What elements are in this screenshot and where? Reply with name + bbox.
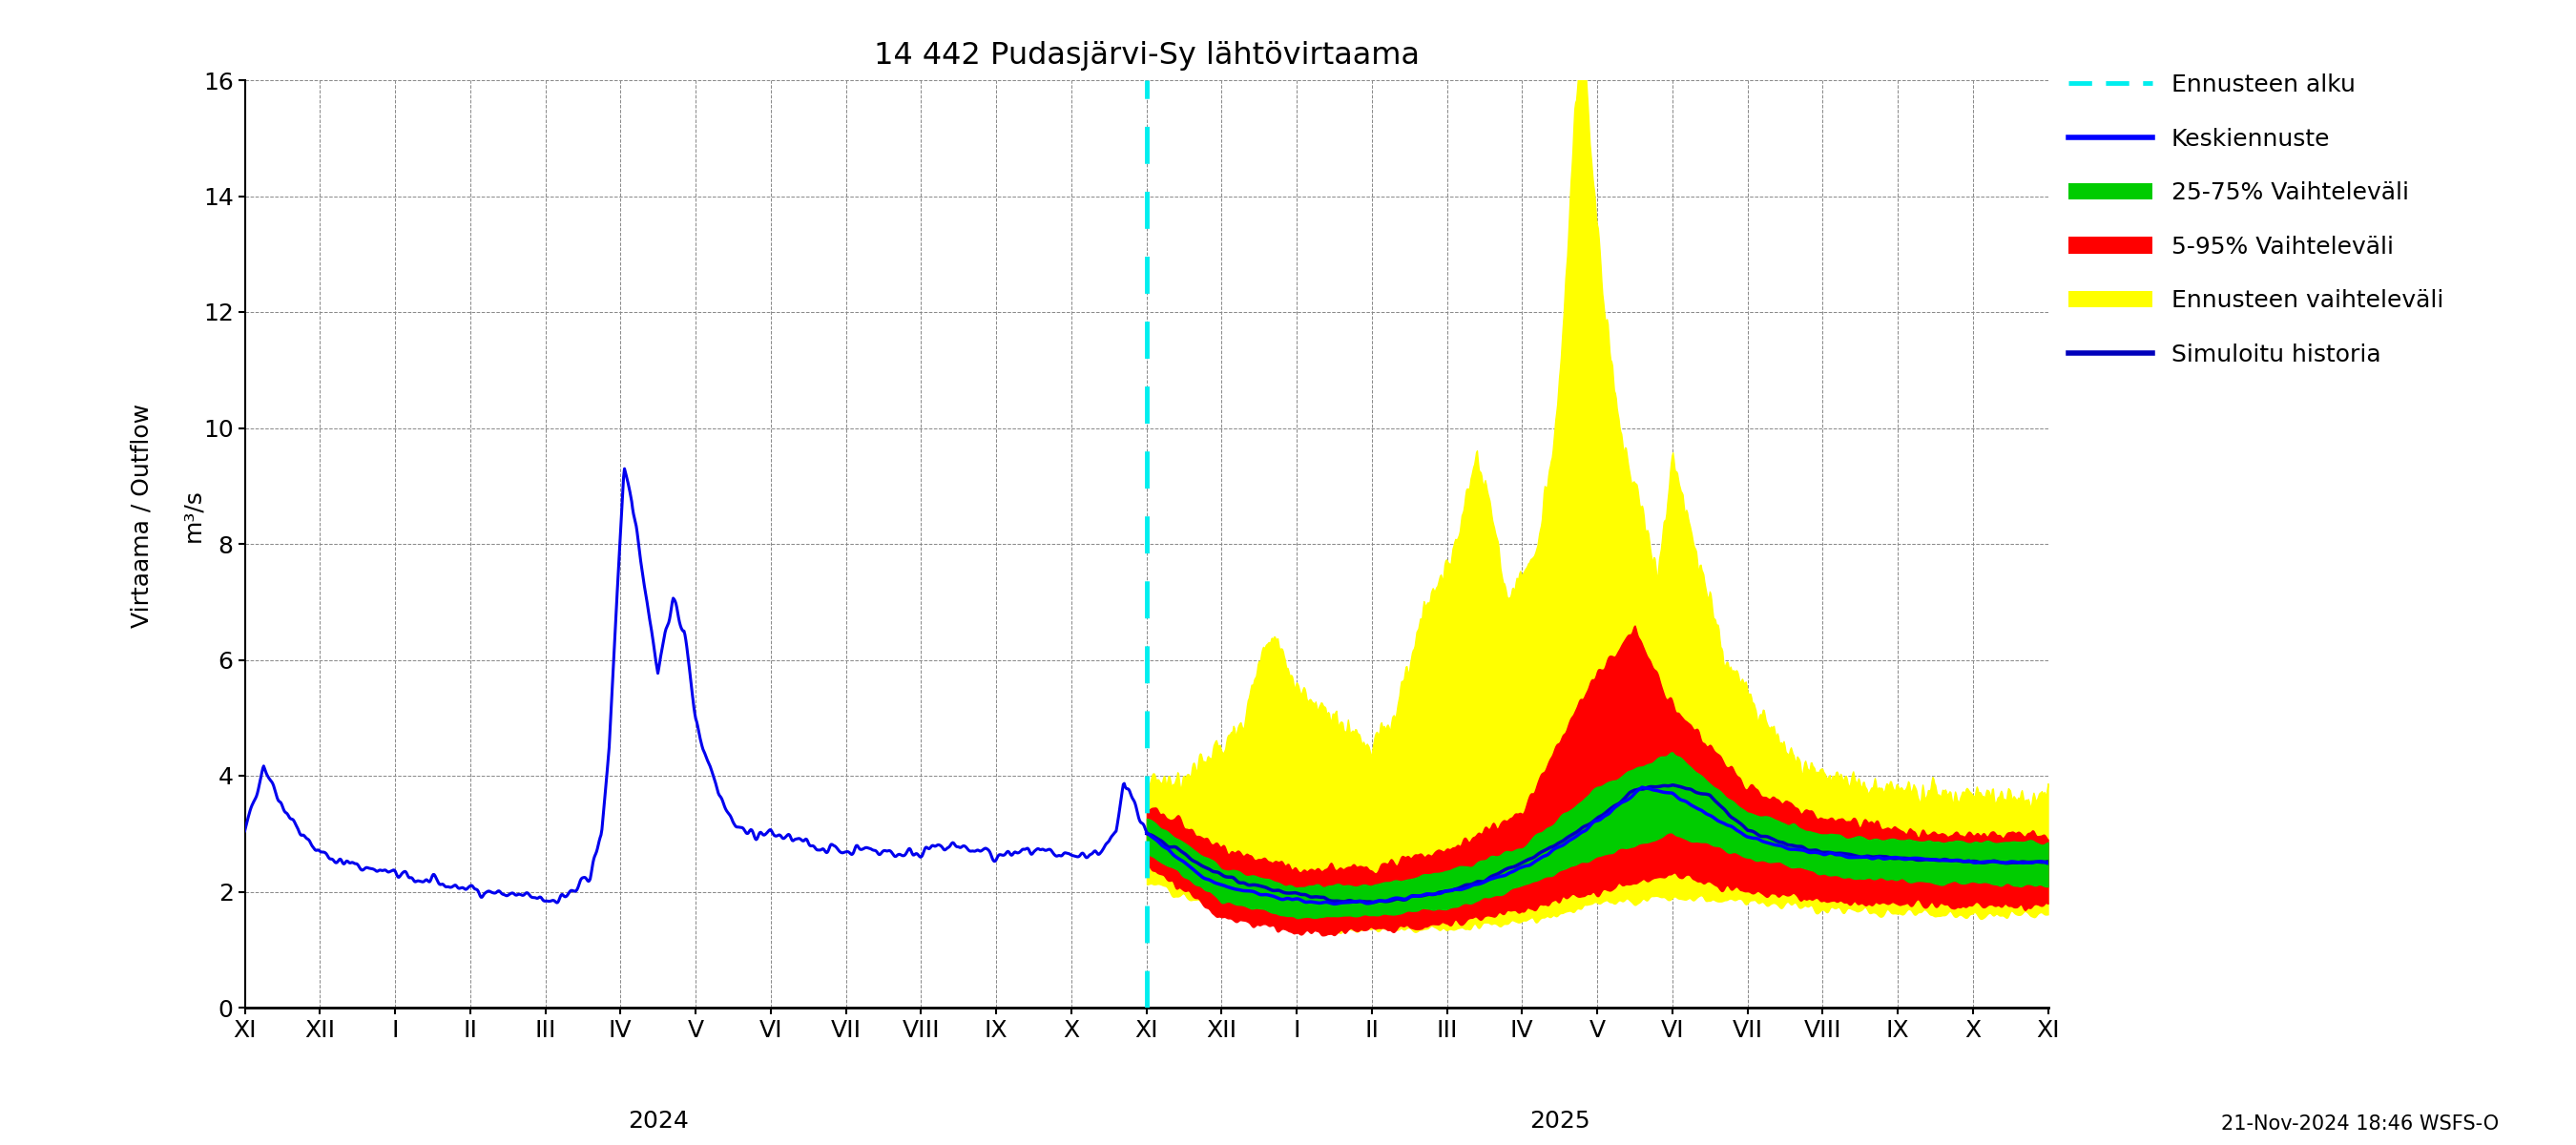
Text: 2025: 2025 [1530, 1110, 1589, 1132]
Text: m³/s: m³/s [183, 489, 204, 542]
Text: Virtaama / Outflow: Virtaama / Outflow [131, 403, 152, 627]
Legend: Ennusteen alku, Keskiennuste, 25-75% Vaihteleväli, 5-95% Vaihteleväli, Ennusteen: Ennusteen alku, Keskiennuste, 25-75% Vai… [2069, 73, 2445, 366]
Title: 14 442 Pudasjärvi-Sy lähtövirtaama: 14 442 Pudasjärvi-Sy lähtövirtaama [873, 41, 1419, 71]
Text: 21-Nov-2024 18:46 WSFS-O: 21-Nov-2024 18:46 WSFS-O [2221, 1114, 2499, 1134]
Text: 2024: 2024 [629, 1110, 688, 1132]
